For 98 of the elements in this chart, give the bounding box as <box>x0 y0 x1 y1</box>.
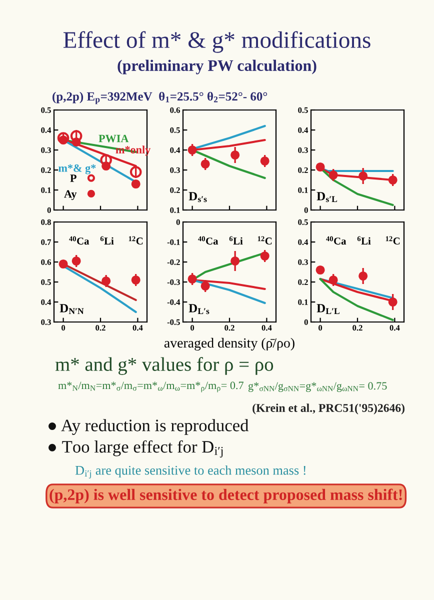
x-tick-label: 0.4 <box>390 325 400 331</box>
y-tick-label: 0.1 <box>298 187 308 194</box>
annotation: D$_{L′L}$ <box>316 304 340 314</box>
text: m*$_{N}$/m$_{N}$=m*$_{σ}$/m$_{σ}$=m*$_{ω}$/m$_{ω}$=m*$_{ρ}$/m$_{ρ}$= 0.7 <box>58 382 244 392</box>
y-tick-label: 0.4 <box>170 147 180 154</box>
x-tick-label: 0 <box>62 325 66 331</box>
point <box>100 154 112 166</box>
y-tick-label: 0.8 <box>41 219 51 226</box>
y-tick-label: 0.7 <box>41 239 52 246</box>
annotation: $^{40}$Ca <box>69 236 90 245</box>
y-tick-label: 0.2 <box>298 279 308 286</box>
point <box>58 259 68 269</box>
y-tick-label: 0.4 <box>41 299 52 306</box>
y-tick-label: 0.5 <box>298 107 308 114</box>
text: m* and g* values for ρ = ρo <box>55 357 274 375</box>
point <box>260 251 270 261</box>
annotation: D$_{N′N}$ <box>60 304 84 314</box>
text: (p,2p) is well sensitive to detect proposed mass shift! <box>50 488 402 504</box>
y-tick-label: 0.3 <box>41 147 51 154</box>
y-tick-label: 0 <box>47 207 51 213</box>
y-tick-label: 0.5 <box>298 219 308 226</box>
y-tick-label: 0.2 <box>170 187 180 194</box>
x-tick-label: 0.2 <box>96 325 106 331</box>
point <box>102 276 111 286</box>
y-tick-label: 0.1 <box>41 187 51 194</box>
point <box>260 156 270 166</box>
series-label: PWIA <box>98 134 129 142</box>
y-tick-label: 0.3 <box>41 319 51 326</box>
series-label: m*& g* <box>58 164 96 174</box>
text: (Krein et al., PRC51('95)2646) <box>252 404 404 414</box>
annotation: $^{6}$Li <box>229 236 243 244</box>
y-tick-label: -0.3 <box>167 279 180 286</box>
y-tick-label: 0.2 <box>41 167 51 174</box>
text: (preliminary PW calculation) <box>118 60 316 74</box>
annotation: $^{40}$Ca <box>326 236 346 245</box>
annotation: $^{12}$C <box>386 236 400 245</box>
point <box>316 162 325 172</box>
x-tick-label: 0.2 <box>352 325 362 331</box>
legend-label: P <box>70 174 76 182</box>
text: ● Too large effect for D$_{i′j}$ <box>48 440 223 458</box>
legend-label: Ay <box>64 190 77 200</box>
y-tick-label: 0.6 <box>41 259 51 266</box>
y-tick-label: 0.3 <box>298 147 308 154</box>
x-tick-label: 0.4 <box>132 325 143 331</box>
y-tick-label: -0.2 <box>167 259 180 266</box>
annotation: $^{12}$C <box>128 236 143 245</box>
point <box>188 274 197 284</box>
point <box>188 145 197 155</box>
point <box>230 256 240 266</box>
x-axis-title: averaged density (ρ̄/ρo) <box>164 338 294 351</box>
annotation: D$_{L′s}$ <box>188 304 210 314</box>
x-tick-label: 0 <box>318 325 322 331</box>
point <box>316 265 325 275</box>
y-tick-label: 0.1 <box>170 207 180 214</box>
point <box>131 275 140 285</box>
y-tick-label: 0.4 <box>298 127 308 134</box>
point <box>230 150 240 160</box>
y-tick-label: -0.1 <box>167 239 180 246</box>
point <box>131 179 140 189</box>
annotation: $^{40}$Ca <box>198 236 218 245</box>
text: g*$_{σNN}$/g$_{σNN}$=g*$_{ωNN}$/g$_{ωNN}$= 0.75 <box>248 382 387 392</box>
y-tick-label: 0.1 <box>298 299 308 306</box>
y-tick-label: 0 <box>304 319 308 325</box>
x-tick-label: 0 <box>190 325 194 331</box>
annotation: D$_{s′L}$ <box>316 192 338 202</box>
point <box>388 297 398 307</box>
y-tick-label: 0.6 <box>170 107 180 114</box>
point <box>200 159 210 169</box>
text: Effect of m* & g* modifications <box>63 31 370 53</box>
y-tick-label: 0.3 <box>170 167 180 174</box>
y-tick-label: 0.5 <box>170 127 180 134</box>
y-tick-label: 0.4 <box>298 239 308 246</box>
y-tick-label: 0.5 <box>41 279 51 286</box>
annotation: D$_{s′s}$ <box>188 192 207 202</box>
text: ● Ay reduction is reproduced <box>48 419 249 435</box>
y-tick-label: 0.5 <box>41 107 51 114</box>
x-tick-label: 0.2 <box>224 325 234 331</box>
text: (p,2p) E$_{p}$=392MeV θ$_{1}$=25.5° θ$_{2}$=52°- 60° <box>52 92 268 104</box>
y-tick-label: 0 <box>176 219 180 225</box>
text: D$_{i′j}$ are quite sensitive to each meson mass ! <box>75 465 306 478</box>
y-tick-label: -0.5 <box>167 319 180 326</box>
point <box>328 170 338 180</box>
y-tick-label: 0 <box>304 207 308 213</box>
annotation: $^{6}$Li <box>357 236 371 244</box>
y-tick-label: -0.4 <box>167 299 180 306</box>
point <box>70 130 82 142</box>
point <box>328 275 338 285</box>
y-tick-label: 0.3 <box>298 259 308 266</box>
point <box>358 171 368 181</box>
y-tick-label: 0.4 <box>41 127 52 134</box>
point <box>358 271 368 281</box>
point <box>388 175 398 185</box>
point <box>200 281 210 291</box>
annotation: $^{12}$C <box>258 236 272 245</box>
point <box>72 256 81 266</box>
x-tick-label: 0.4 <box>262 325 272 331</box>
y-tick-label: 0.2 <box>298 167 308 174</box>
annotation: $^{6}$Li <box>100 236 114 244</box>
